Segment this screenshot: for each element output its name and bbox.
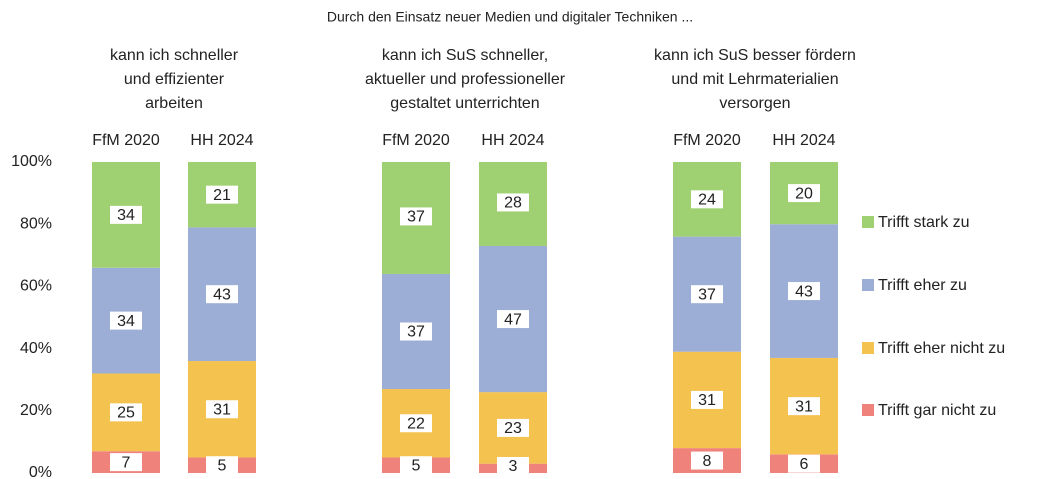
- y-tick-label: 0%: [29, 464, 52, 479]
- legend-swatch: [862, 342, 874, 354]
- value-label: 37: [407, 209, 425, 226]
- x-tick-label: FfM 2020: [382, 132, 450, 149]
- value-label-box: [788, 397, 820, 416]
- legend-label: Trifft eher zu: [878, 277, 967, 294]
- value-label: 24: [698, 192, 716, 209]
- group-label: und effizienter: [124, 71, 225, 88]
- chart-title: Durch den Einsatz neuer Medien und digit…: [327, 9, 693, 25]
- x-tick-label: HH 2024: [481, 132, 544, 149]
- value-label: 31: [698, 392, 716, 409]
- value-label-box: [400, 207, 432, 226]
- legend-label: Trifft stark zu: [878, 214, 970, 231]
- value-label-box: [788, 282, 820, 301]
- value-label-box: [497, 193, 529, 212]
- y-tick-label: 40%: [20, 340, 52, 357]
- group-label: arbeiten: [145, 95, 203, 112]
- value-label-box: [110, 311, 142, 330]
- value-label: 31: [213, 401, 231, 418]
- value-label: 7: [122, 454, 131, 471]
- value-label: 28: [504, 195, 522, 212]
- value-label-box: [691, 390, 723, 409]
- value-label-box: [110, 205, 142, 224]
- group-label: gestaltet unterrichten: [390, 95, 539, 112]
- legend-swatch: [862, 279, 874, 291]
- value-label: 25: [117, 405, 135, 422]
- y-tick-label: 20%: [20, 402, 52, 419]
- x-tick-label: HH 2024: [190, 132, 253, 149]
- value-label: 8: [703, 453, 712, 470]
- value-label-box: [497, 310, 529, 329]
- value-label: 43: [213, 286, 231, 303]
- x-tick-label: FfM 2020: [92, 132, 160, 149]
- legend-swatch: [862, 216, 874, 228]
- value-label-box: [691, 190, 723, 209]
- value-label-box: [788, 184, 820, 203]
- value-label-box: [400, 322, 432, 341]
- value-label-box: [497, 457, 529, 475]
- y-tick-label: 100%: [11, 153, 52, 170]
- value-label: 34: [117, 313, 135, 330]
- value-label-box: [110, 453, 142, 472]
- group-label: kann ich schneller: [110, 47, 239, 64]
- value-label-box: [497, 418, 529, 437]
- legend-label: Trifft gar nicht zu: [878, 402, 996, 419]
- value-label: 34: [117, 207, 135, 224]
- value-label: 23: [504, 420, 522, 437]
- group-label: kann ich SuS besser fördern: [654, 47, 856, 64]
- value-label: 20: [795, 185, 813, 202]
- value-label: 47: [504, 311, 522, 328]
- value-label: 22: [407, 415, 425, 432]
- value-label-box: [400, 456, 432, 475]
- value-label: 31: [795, 398, 813, 415]
- value-label: 5: [218, 457, 227, 474]
- group-label: und mit Lehrmaterialien: [671, 71, 838, 88]
- y-tick-label: 80%: [20, 215, 52, 232]
- value-label-box: [400, 414, 432, 433]
- value-label-box: [206, 285, 238, 304]
- x-tick-label: HH 2024: [772, 132, 835, 149]
- group-label: kann ich SuS schneller,: [382, 47, 548, 64]
- value-label-box: [110, 403, 142, 422]
- plot-area: [92, 162, 838, 473]
- value-label: 37: [407, 324, 425, 341]
- group-label: versorgen: [719, 95, 790, 112]
- value-label: 3: [509, 458, 518, 475]
- value-label-box: [206, 185, 238, 204]
- value-label-box: [206, 456, 238, 475]
- value-label: 6: [800, 456, 809, 473]
- value-label: 37: [698, 286, 716, 303]
- value-label-box: [691, 451, 723, 470]
- value-label: 43: [795, 283, 813, 300]
- x-tick-label: FfM 2020: [673, 132, 741, 149]
- value-label-box: [788, 454, 820, 473]
- value-label-box: [206, 400, 238, 419]
- legend-label: Trifft eher nicht zu: [878, 340, 1005, 357]
- group-label: aktueller und professioneller: [365, 71, 566, 88]
- value-label: 5: [412, 457, 421, 474]
- value-label-box: [691, 285, 723, 304]
- value-label: 21: [213, 187, 231, 204]
- legend-swatch: [862, 404, 874, 416]
- y-tick-label: 60%: [20, 278, 52, 295]
